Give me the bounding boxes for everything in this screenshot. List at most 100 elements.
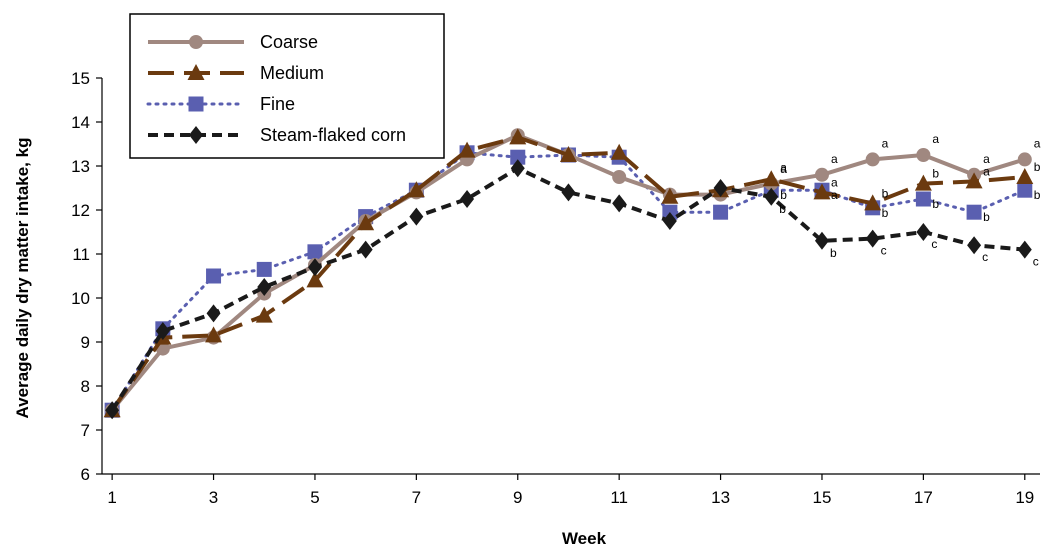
data-point (915, 191, 931, 207)
data-point (713, 179, 728, 197)
data-point (814, 167, 829, 182)
x-tick-label: 11 (610, 488, 628, 507)
data-point (206, 268, 222, 284)
data-point (914, 174, 932, 191)
data-point (561, 183, 576, 202)
significance-label: a (983, 152, 990, 166)
significance-label: a (983, 164, 990, 178)
significance-label: b (1034, 188, 1041, 202)
x-tick-label: 9 (513, 488, 522, 507)
series-steam-flaked-corn (105, 159, 1032, 420)
data-point (967, 236, 982, 255)
data-point (205, 326, 223, 343)
significance-label: a (1034, 136, 1041, 150)
data-point (1017, 152, 1032, 167)
legend: Coarse Medium Fine Steam-flaked corn (129, 13, 445, 159)
data-point (105, 401, 120, 420)
data-point (865, 152, 880, 167)
series-line (110, 166, 1025, 412)
data-point (612, 194, 627, 213)
data-point (762, 170, 780, 187)
significance-label: b (1034, 160, 1041, 174)
significance-label: a (831, 188, 838, 202)
y-tick-label: 6 (81, 465, 90, 484)
data-point (916, 148, 931, 162)
x-tick-label: 19 (1015, 488, 1034, 507)
y-tick-label: 9 (81, 333, 90, 352)
significance-label: a (831, 175, 838, 189)
data-point (764, 187, 779, 206)
data-point (256, 261, 272, 277)
x-tick-label: 15 (813, 488, 832, 507)
data-point (965, 172, 983, 189)
data-point (460, 190, 475, 208)
legend-marker (187, 64, 205, 80)
data-point (661, 187, 679, 204)
data-point (814, 231, 829, 250)
data-point (357, 214, 375, 231)
x-tick-label: 17 (914, 488, 933, 507)
data-point (155, 322, 170, 340)
significance-label: a (882, 136, 889, 150)
data-point (1017, 182, 1033, 198)
significance-label: a (780, 162, 787, 176)
significance-label: b (779, 202, 786, 216)
y-tick-label: 7 (81, 421, 90, 440)
data-point (255, 306, 273, 323)
y-tick-label: 14 (71, 113, 90, 132)
x-tick-label: 5 (310, 488, 319, 507)
data-point (407, 181, 425, 198)
data-point (257, 278, 272, 296)
data-point (510, 159, 525, 178)
y-tick-label: 12 (71, 201, 90, 220)
y-tick-label: 10 (71, 289, 90, 308)
significance-label: b (932, 167, 939, 181)
legend-marker (189, 35, 203, 49)
series-line (110, 135, 1025, 412)
y-tick-label: 13 (71, 157, 90, 176)
data-point (509, 128, 527, 145)
y-axis-title: Average daily dry matter intake, kg (13, 138, 32, 419)
data-point (206, 304, 221, 323)
legend-item: Fine (146, 94, 295, 114)
data-point (612, 170, 627, 184)
data-point (1016, 168, 1034, 184)
legend-item: Coarse (148, 32, 318, 52)
data-point (662, 212, 677, 230)
significance-label: b (780, 188, 787, 202)
axes (96, 77, 1040, 480)
legend-label: Fine (260, 94, 295, 114)
y-tick-label: 15 (71, 69, 90, 88)
data-point (458, 141, 476, 158)
data-point (864, 194, 882, 211)
data-point (713, 204, 729, 220)
significance-label: a (932, 132, 939, 146)
significance-label: c (1033, 255, 1039, 269)
significance-label: c (931, 237, 937, 251)
legend-item: Steam-flaked corn (148, 125, 406, 145)
data-point (510, 149, 526, 165)
data-point (916, 223, 931, 241)
data-point (610, 143, 628, 160)
data-point (813, 183, 831, 200)
legend-label: Steam-flaked corn (260, 125, 406, 145)
x-tick-label: 1 (107, 488, 116, 507)
data-point (409, 207, 424, 226)
data-point (358, 240, 373, 259)
data-point (865, 229, 880, 248)
data-point (307, 258, 322, 277)
data-point (306, 271, 324, 288)
significance-label: a (831, 152, 838, 166)
data-point (1017, 240, 1032, 259)
significance-label: b (983, 210, 990, 224)
significance-label: b (882, 206, 889, 220)
y-tick-label: 8 (81, 377, 90, 396)
series-line (110, 133, 1026, 412)
y-tick-label: 11 (72, 245, 90, 264)
legend-label: Coarse (260, 32, 318, 52)
legend-label: Medium (260, 63, 324, 83)
significance-label: c (982, 250, 988, 264)
